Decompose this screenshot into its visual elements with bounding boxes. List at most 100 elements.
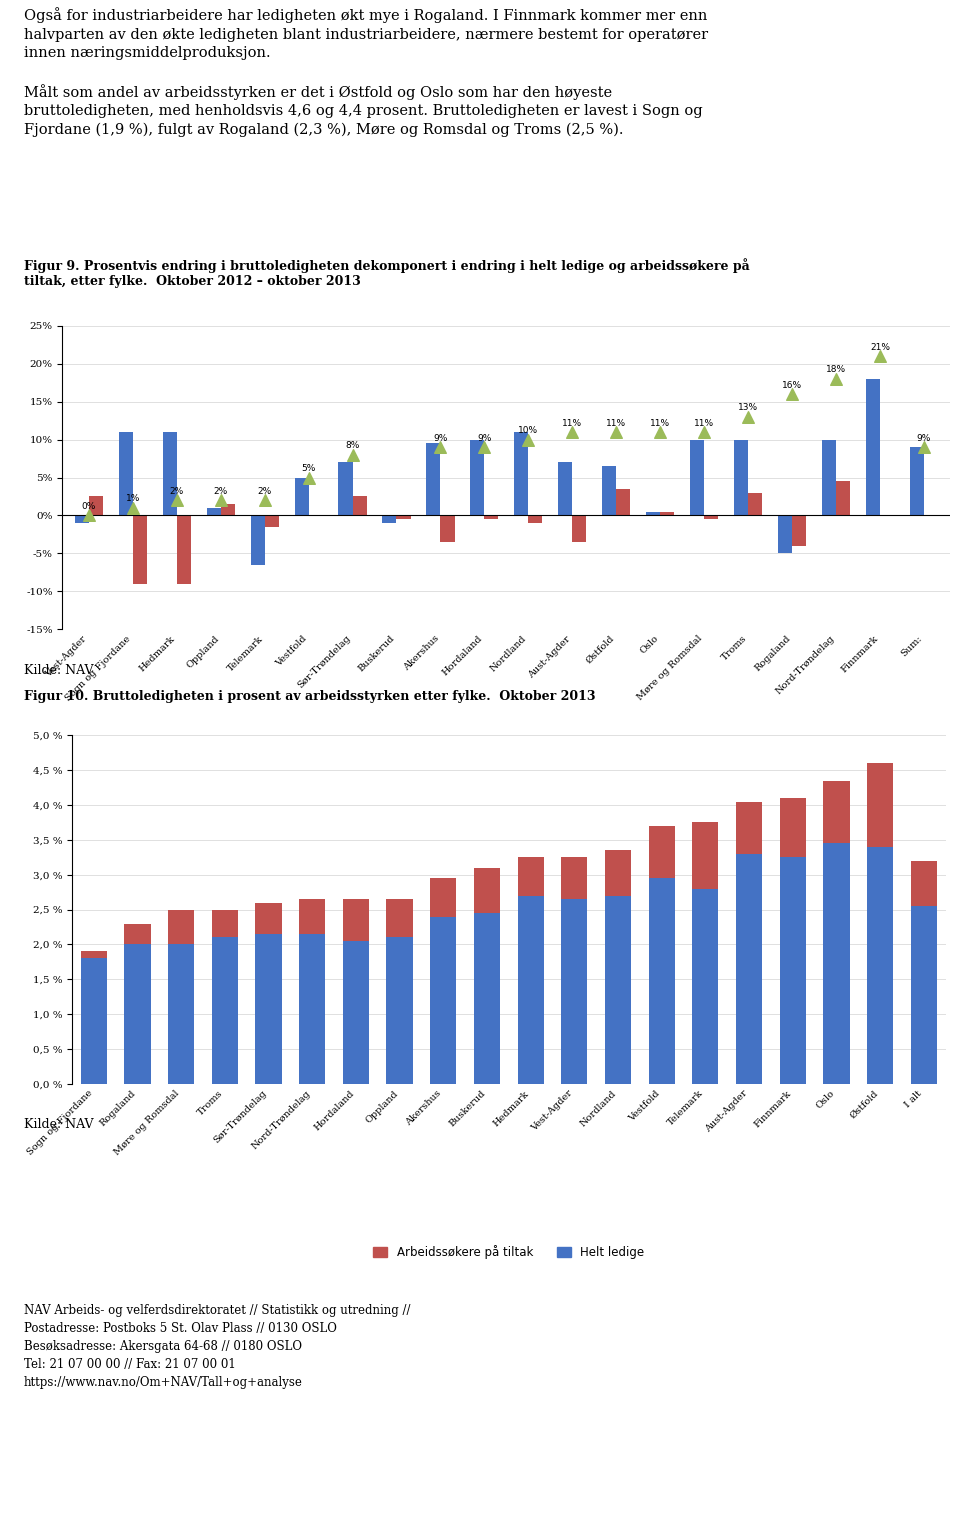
Text: 11%: 11% [694,418,714,428]
Bar [125,923,151,944]
Text: 18%: 18% [826,365,846,374]
Point [917,435,932,459]
Bar [517,858,543,896]
Bar [736,802,762,854]
Point [740,405,756,429]
Bar [343,941,369,1084]
Point [125,496,140,520]
Text: NAV Arbeids- og velferdsdirektoratet // Statistikk og utredning //
Postadresse: : NAV Arbeids- og velferdsdirektoratet // … [24,1304,411,1389]
Bar [911,861,937,907]
Bar [295,478,308,515]
Bar [387,937,413,1084]
Text: Også for industriarbeidere har ledigheten økt mye i Rogaland. I Finnmark kommer : Også for industriarbeidere har ledighete… [24,8,708,136]
Bar [474,913,500,1084]
Text: 2%: 2% [213,487,228,496]
Bar [300,934,325,1084]
Bar [562,858,588,899]
Bar [602,467,616,515]
Bar [81,958,107,1084]
Bar [75,515,88,523]
Bar [430,878,456,917]
Point [609,420,624,444]
Point [81,503,96,528]
Bar [485,515,498,518]
Bar [824,781,850,843]
Point [477,435,492,459]
Point [564,420,580,444]
Bar [649,878,675,1084]
Text: 11%: 11% [563,418,583,428]
Text: 9%: 9% [433,434,447,443]
Bar [559,462,572,515]
Text: 21%: 21% [870,343,890,352]
Bar [572,515,587,543]
Text: Kilde: NAV: Kilde: NAV [24,1119,93,1131]
Bar [649,826,675,878]
Bar [132,515,147,584]
Text: 2%: 2% [170,487,183,496]
Bar [836,482,851,515]
Text: 13%: 13% [738,403,758,412]
Bar [867,763,893,847]
Bar [470,440,485,515]
Bar [748,493,762,515]
Bar [605,896,631,1084]
Bar [660,512,674,515]
Bar [780,858,805,1084]
Bar [705,515,718,518]
Point [169,488,184,512]
Bar [910,447,924,515]
Bar [646,512,660,515]
Text: 11%: 11% [606,418,626,428]
Point [697,420,712,444]
Bar [168,910,194,944]
Bar [515,432,528,515]
Bar [177,515,191,584]
Bar [265,515,278,528]
Text: 9%: 9% [917,434,931,443]
Bar [734,440,748,515]
Text: 8%: 8% [346,441,360,450]
Bar [426,444,441,515]
Legend: Helt ledige, Arbeidssøkere på tiltak, Bruttoledighet: Helt ledige, Arbeidssøkere på tiltak, Br… [316,778,697,790]
Text: 5%: 5% [301,464,316,473]
Text: 9%: 9% [477,434,492,443]
Bar [162,432,177,515]
Legend: Arbeidssøkere på tiltak, Helt ledige: Arbeidssøkere på tiltak, Helt ledige [373,1245,644,1260]
Bar [562,899,588,1084]
Bar [692,888,718,1084]
Bar [690,440,705,515]
Bar [822,440,836,515]
Bar [517,896,543,1084]
Bar [792,515,806,546]
Point [433,435,448,459]
Bar [221,503,235,515]
Bar [396,515,411,518]
Bar [605,850,631,896]
Bar [212,937,238,1084]
Text: 16%: 16% [782,381,803,390]
Bar [441,515,454,543]
Bar [251,515,265,565]
Text: 10%: 10% [518,426,539,435]
Point [653,420,668,444]
Point [873,344,888,368]
Text: 1%: 1% [126,494,140,503]
Bar [780,797,805,858]
Bar [352,497,367,515]
Bar [778,515,792,553]
Bar [911,907,937,1084]
Bar [430,917,456,1084]
Text: Kilde: NAV: Kilde: NAV [24,664,93,676]
Bar [81,952,107,958]
Bar [339,462,352,515]
Bar [168,944,194,1084]
Text: 2%: 2% [257,487,272,496]
Bar [387,899,413,937]
Point [828,367,844,391]
Point [784,382,800,406]
Text: Figur 10. Bruttoledigheten i prosent av arbeidsstyrken etter fylke.  Oktober 201: Figur 10. Bruttoledigheten i prosent av … [24,690,595,703]
Bar [866,379,880,515]
Text: Figur 9. Prosentvis endring i bruttoledigheten dekomponert i endring i helt ledi: Figur 9. Prosentvis endring i bruttoledi… [24,258,750,288]
Bar [300,899,325,934]
